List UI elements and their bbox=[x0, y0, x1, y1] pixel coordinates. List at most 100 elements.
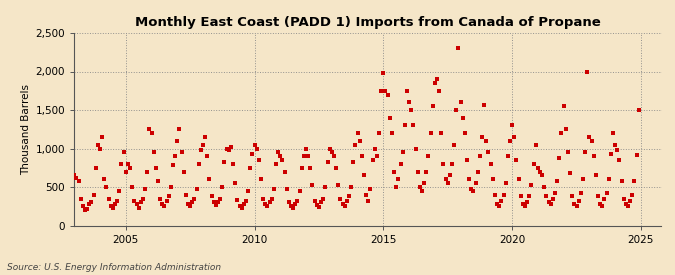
Point bbox=[232, 198, 243, 202]
Point bbox=[584, 135, 595, 139]
Point bbox=[436, 131, 447, 135]
Point bbox=[625, 199, 636, 203]
Point bbox=[622, 204, 633, 208]
Point bbox=[485, 162, 496, 166]
Point bbox=[176, 150, 187, 155]
Point bbox=[95, 146, 105, 151]
Point bbox=[389, 169, 400, 174]
Point bbox=[558, 104, 569, 108]
Point bbox=[151, 166, 161, 170]
Point bbox=[296, 166, 307, 170]
Point bbox=[101, 185, 112, 189]
Point bbox=[363, 199, 374, 203]
Point bbox=[340, 204, 350, 208]
Point bbox=[129, 199, 140, 203]
Point bbox=[318, 196, 329, 201]
Point bbox=[384, 116, 395, 120]
Point bbox=[303, 154, 314, 158]
Point bbox=[475, 154, 485, 158]
Point bbox=[489, 192, 500, 197]
Point bbox=[605, 152, 616, 156]
Point bbox=[483, 150, 494, 155]
Point bbox=[412, 169, 423, 174]
Point bbox=[215, 196, 225, 201]
Point bbox=[180, 192, 191, 197]
Point bbox=[221, 146, 232, 151]
Point bbox=[153, 179, 163, 183]
Point bbox=[316, 200, 327, 205]
Point bbox=[193, 162, 204, 166]
Point bbox=[307, 183, 318, 188]
Point bbox=[227, 162, 238, 166]
Point bbox=[406, 108, 416, 112]
Point bbox=[610, 142, 620, 147]
Point bbox=[273, 150, 284, 155]
Point bbox=[524, 194, 535, 199]
Point bbox=[146, 131, 157, 135]
Point bbox=[618, 196, 629, 201]
Point bbox=[447, 162, 458, 166]
Point bbox=[400, 123, 410, 128]
Point bbox=[356, 154, 367, 158]
Point bbox=[374, 131, 385, 135]
Point bbox=[219, 160, 230, 164]
Point bbox=[247, 152, 258, 156]
Point bbox=[78, 204, 88, 208]
Point bbox=[526, 183, 537, 188]
Point bbox=[159, 204, 170, 208]
Point bbox=[360, 192, 371, 197]
Point bbox=[114, 189, 125, 193]
Point bbox=[593, 194, 603, 199]
Point bbox=[172, 139, 183, 143]
Point bbox=[329, 154, 340, 158]
Point bbox=[337, 202, 348, 206]
Point bbox=[142, 169, 153, 174]
Point bbox=[178, 169, 189, 174]
Point bbox=[616, 179, 627, 183]
Point bbox=[511, 158, 522, 162]
Point bbox=[569, 202, 580, 206]
Point bbox=[109, 202, 120, 206]
Point bbox=[267, 196, 277, 201]
Point bbox=[103, 196, 114, 201]
Point bbox=[80, 208, 90, 212]
Point bbox=[209, 200, 219, 205]
Point bbox=[479, 103, 489, 108]
Point bbox=[148, 150, 159, 155]
Point bbox=[562, 150, 573, 155]
Point bbox=[155, 196, 165, 201]
Point bbox=[118, 150, 129, 155]
Point bbox=[414, 185, 425, 189]
Point bbox=[421, 169, 432, 174]
Point bbox=[352, 131, 363, 135]
Point bbox=[468, 189, 479, 193]
Point bbox=[116, 162, 127, 166]
Point bbox=[498, 192, 509, 197]
Point bbox=[376, 89, 387, 93]
Y-axis label: Thousand Barrels: Thousand Barrels bbox=[22, 84, 32, 175]
Point bbox=[466, 186, 477, 191]
Point bbox=[395, 162, 406, 166]
Point bbox=[191, 186, 202, 191]
Point bbox=[531, 142, 541, 147]
Point bbox=[253, 158, 264, 162]
Point bbox=[382, 92, 393, 97]
Point bbox=[167, 163, 178, 168]
Point bbox=[365, 186, 376, 191]
Point bbox=[354, 139, 365, 143]
Point bbox=[505, 139, 516, 143]
Point bbox=[350, 142, 361, 147]
Point bbox=[371, 154, 382, 158]
Point bbox=[565, 171, 576, 175]
Point bbox=[620, 202, 631, 206]
Point bbox=[554, 156, 565, 160]
Point bbox=[256, 177, 267, 182]
Point bbox=[556, 131, 567, 135]
Point bbox=[120, 169, 131, 174]
Point bbox=[460, 131, 470, 135]
Point bbox=[595, 202, 605, 206]
Point bbox=[423, 154, 434, 158]
Point bbox=[189, 196, 200, 201]
Point bbox=[333, 183, 344, 188]
Point bbox=[449, 142, 460, 147]
